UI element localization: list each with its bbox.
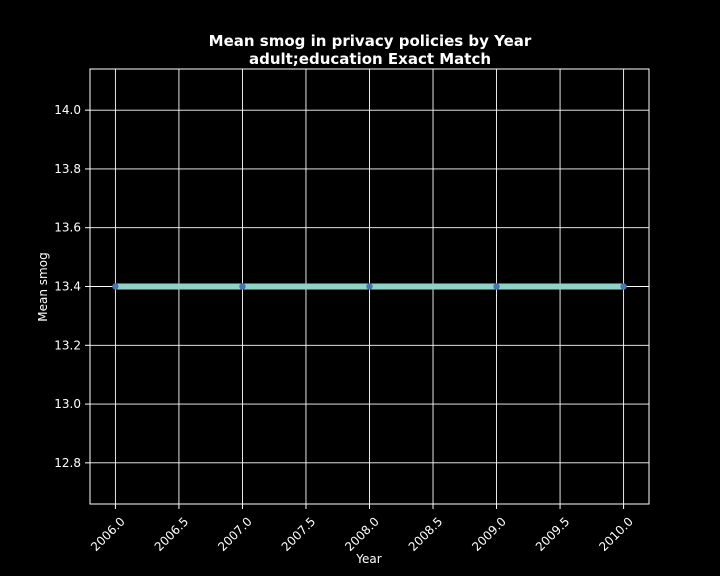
data-point [493, 283, 500, 290]
x-axis-label: Year [355, 552, 381, 566]
x-tick-label: 2009.0 [469, 514, 509, 554]
y-tick-label: 13.2 [54, 338, 81, 352]
y-tick-label: 12.8 [54, 456, 81, 470]
data-series [112, 283, 627, 290]
x-tick-label: 2008.0 [342, 514, 382, 554]
y-tick-label: 13.0 [54, 397, 81, 411]
axis-ticks: 2006.0 2006.5 2007.0 2007.5 2008.0 2008.5 2009… [54, 103, 636, 554]
plot-area-frame [89, 68, 650, 505]
x-tick-label: 2010.0 [596, 514, 636, 554]
x-tick-label: 2008.5 [406, 514, 446, 554]
x-tick-label: 2007.5 [279, 514, 319, 554]
y-axis-label: Mean smog [36, 252, 50, 321]
y-tick-label: 14.0 [54, 103, 81, 117]
x-tick-label: 2006.0 [88, 514, 128, 554]
x-tick-label: 2006.5 [152, 514, 192, 554]
y-tick-label: 13.4 [54, 280, 81, 294]
data-point [112, 283, 119, 290]
x-tick-label: 2007.0 [215, 514, 255, 554]
data-point [366, 283, 373, 290]
x-tick-label: 2009.5 [533, 514, 573, 554]
data-point [620, 283, 627, 290]
chart-title: Mean smog in privacy policies by Year [209, 32, 532, 50]
y-tick-label: 13.6 [54, 221, 81, 235]
chart-subtitle: adult;education Exact Match [249, 50, 491, 68]
data-point [239, 283, 246, 290]
y-tick-label: 13.8 [54, 162, 81, 176]
